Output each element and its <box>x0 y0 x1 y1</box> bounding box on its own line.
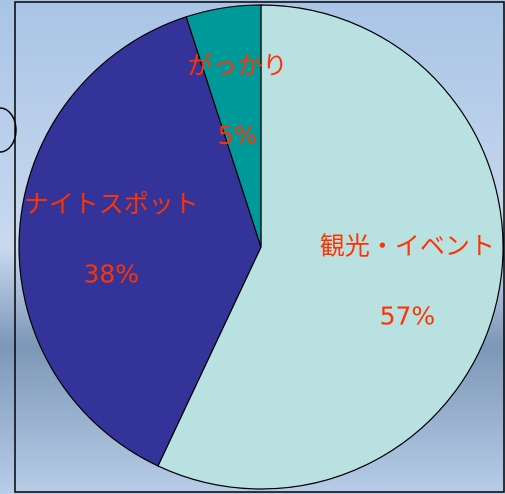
slice-label: 観光・イベント <box>320 232 495 261</box>
frame <box>14 1 505 493</box>
pie-slice <box>185 4 262 248</box>
value-label: 57% <box>380 302 436 331</box>
slice-label: ナイトスポット <box>24 190 199 219</box>
slice-label: がっかり <box>188 51 288 80</box>
value-label: 38% <box>83 260 139 289</box>
pie-slice <box>18 16 262 467</box>
pie-slice <box>157 4 504 490</box>
decoration <box>0 107 17 153</box>
value-label: 5% <box>218 121 258 150</box>
